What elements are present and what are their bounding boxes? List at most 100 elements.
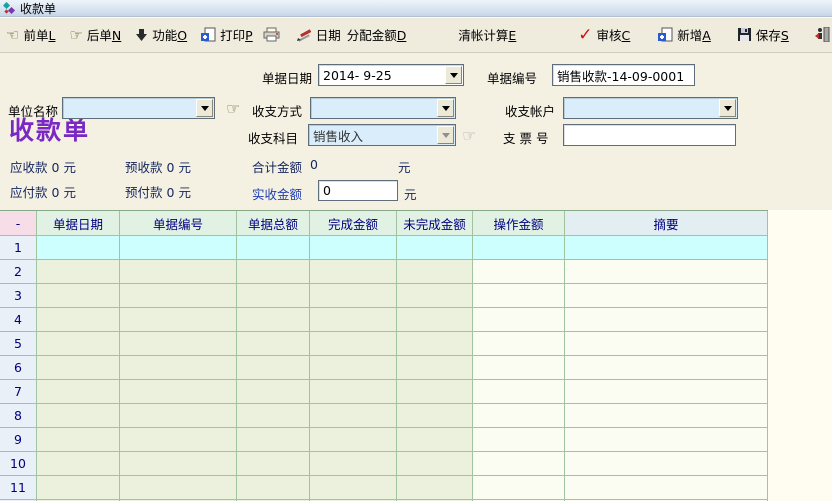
- operate-amount-cell[interactable]: [473, 236, 565, 260]
- row-number-cell[interactable]: 8: [0, 404, 37, 428]
- operate-amount-cell[interactable]: [473, 284, 565, 308]
- operate-amount-cell[interactable]: [473, 404, 565, 428]
- cheque-number-input[interactable]: [563, 124, 736, 146]
- operate-amount-cell[interactable]: [473, 428, 565, 452]
- doc-date-cell[interactable]: [37, 404, 120, 428]
- doc-date-cell[interactable]: [37, 236, 120, 260]
- doc-date-cell[interactable]: [37, 332, 120, 356]
- doc-number-input[interactable]: [552, 64, 695, 86]
- memo-cell[interactable]: [565, 308, 768, 332]
- done-amount-cell[interactable]: [310, 428, 397, 452]
- doc-date-cell[interactable]: [37, 308, 120, 332]
- row-number-cell[interactable]: 4: [0, 308, 37, 332]
- unit-name-select[interactable]: [62, 97, 215, 119]
- operate-amount-cell[interactable]: [473, 452, 565, 476]
- functions-button[interactable]: 功能O: [135, 25, 187, 44]
- doc-date-cell[interactable]: [37, 260, 120, 284]
- doc-number-cell[interactable]: [120, 404, 237, 428]
- doc-date-cell[interactable]: [37, 428, 120, 452]
- memo-cell[interactable]: [565, 452, 768, 476]
- doc-number-cell[interactable]: [120, 380, 237, 404]
- memo-cell[interactable]: [565, 356, 768, 380]
- dropdown-button[interactable]: [437, 99, 454, 117]
- doc-date-select[interactable]: 2014- 9-25: [318, 64, 464, 86]
- undone-amount-cell[interactable]: [397, 452, 473, 476]
- undone-amount-cell[interactable]: [397, 284, 473, 308]
- undone-amount-cell[interactable]: [397, 260, 473, 284]
- back-button[interactable]: 返回R: [814, 25, 832, 44]
- dropdown-button[interactable]: [445, 66, 462, 84]
- operate-amount-cell[interactable]: [473, 380, 565, 404]
- doc-number-cell[interactable]: [120, 260, 237, 284]
- done-amount-cell[interactable]: [310, 236, 397, 260]
- date-button[interactable]: 日期: [296, 25, 341, 44]
- memo-cell[interactable]: [565, 428, 768, 452]
- memo-cell[interactable]: [565, 404, 768, 428]
- row-number-cell[interactable]: 5: [0, 332, 37, 356]
- undone-amount-cell[interactable]: [397, 476, 473, 500]
- row-number-cell[interactable]: 10: [0, 452, 37, 476]
- undone-amount-cell[interactable]: [397, 428, 473, 452]
- row-number-cell[interactable]: 3: [0, 284, 37, 308]
- header-undone-amount[interactable]: 未完成金额: [397, 211, 473, 236]
- printer-button[interactable]: [263, 27, 280, 42]
- doc-total-cell[interactable]: [237, 380, 310, 404]
- doc-total-cell[interactable]: [237, 260, 310, 284]
- undone-amount-cell[interactable]: [397, 380, 473, 404]
- doc-number-cell[interactable]: [120, 284, 237, 308]
- row-number-cell[interactable]: 2: [0, 260, 37, 284]
- new-button[interactable]: 新增A: [658, 25, 711, 44]
- doc-number-cell[interactable]: [120, 308, 237, 332]
- header-operate-amount[interactable]: 操作金额: [473, 211, 565, 236]
- memo-cell[interactable]: [565, 236, 768, 260]
- header-doc-total[interactable]: 单据总额: [237, 211, 310, 236]
- doc-number-cell[interactable]: [120, 452, 237, 476]
- doc-date-cell[interactable]: [37, 452, 120, 476]
- memo-cell[interactable]: [565, 476, 768, 500]
- header-doc-number[interactable]: 单据编号: [120, 211, 237, 236]
- done-amount-cell[interactable]: [310, 476, 397, 500]
- operate-amount-cell[interactable]: [473, 356, 565, 380]
- done-amount-cell[interactable]: [310, 452, 397, 476]
- account-select[interactable]: [563, 97, 738, 119]
- doc-total-cell[interactable]: [237, 236, 310, 260]
- done-amount-cell[interactable]: [310, 380, 397, 404]
- doc-date-cell[interactable]: [37, 356, 120, 380]
- actual-amount-input[interactable]: [318, 180, 398, 201]
- operate-amount-cell[interactable]: [473, 476, 565, 500]
- audit-button[interactable]: ✓ 审核C: [578, 24, 631, 45]
- memo-cell[interactable]: [565, 260, 768, 284]
- operate-amount-cell[interactable]: [473, 260, 565, 284]
- doc-number-cell[interactable]: [120, 356, 237, 380]
- memo-cell[interactable]: [565, 332, 768, 356]
- doc-number-cell[interactable]: [120, 476, 237, 500]
- doc-total-cell[interactable]: [237, 428, 310, 452]
- done-amount-cell[interactable]: [310, 332, 397, 356]
- row-number-cell[interactable]: 6: [0, 356, 37, 380]
- row-number-cell[interactable]: 7: [0, 380, 37, 404]
- doc-date-cell[interactable]: [37, 476, 120, 500]
- done-amount-cell[interactable]: [310, 284, 397, 308]
- undone-amount-cell[interactable]: [397, 404, 473, 428]
- dropdown-button[interactable]: [196, 99, 213, 117]
- print-button[interactable]: 打印P: [201, 25, 253, 44]
- undone-amount-cell[interactable]: [397, 308, 473, 332]
- doc-total-cell[interactable]: [237, 332, 310, 356]
- allocate-amount-button[interactable]: 分配金额D: [346, 28, 407, 43]
- undone-amount-cell[interactable]: [397, 356, 473, 380]
- operate-amount-cell[interactable]: [473, 308, 565, 332]
- doc-total-cell[interactable]: [237, 404, 310, 428]
- done-amount-cell[interactable]: [310, 404, 397, 428]
- save-button[interactable]: 保存S: [737, 25, 789, 44]
- operate-amount-cell[interactable]: [473, 332, 565, 356]
- next-doc-button[interactable]: ☞ 后单N: [69, 25, 122, 44]
- done-amount-cell[interactable]: [310, 260, 397, 284]
- row-number-cell[interactable]: 9: [0, 428, 37, 452]
- dropdown-button[interactable]: [719, 99, 736, 117]
- doc-total-cell[interactable]: [237, 284, 310, 308]
- prev-doc-button[interactable]: ☜ 前单L: [6, 25, 56, 44]
- doc-number-cell[interactable]: [120, 332, 237, 356]
- header-doc-date[interactable]: 单据日期: [37, 211, 120, 236]
- memo-cell[interactable]: [565, 284, 768, 308]
- pay-method-select[interactable]: [310, 97, 456, 119]
